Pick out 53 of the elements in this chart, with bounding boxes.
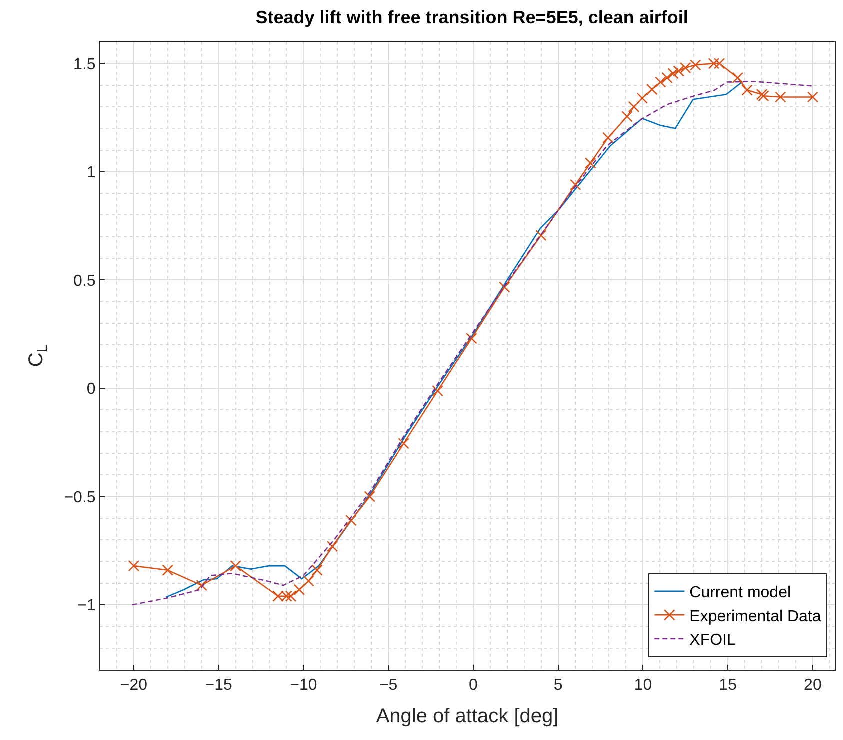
point <box>646 84 658 96</box>
point <box>742 84 753 96</box>
x-axis-title: Angle of attack [deg] <box>376 706 559 728</box>
point <box>346 514 357 526</box>
legend-label: Experimental Data <box>690 608 822 626</box>
point <box>714 58 726 70</box>
chart-title: Steady lift with free transition Re=5E5, clean airfoil <box>256 8 688 28</box>
point <box>499 282 510 293</box>
x-tick-label: −15 <box>205 677 232 694</box>
x-tick-label: 5 <box>554 677 563 694</box>
point <box>668 68 679 80</box>
point <box>230 560 242 572</box>
x-tick-label: 20 <box>804 677 822 694</box>
legend-label: Current model <box>690 584 792 602</box>
point <box>326 540 338 552</box>
x-tick-label: 10 <box>634 677 652 694</box>
x-tick-label: 0 <box>468 677 478 694</box>
point <box>622 111 633 122</box>
point <box>432 385 444 397</box>
point <box>162 564 174 576</box>
point <box>196 580 208 592</box>
y-tick-label: 1.5 <box>74 56 96 74</box>
point <box>662 72 673 84</box>
x-tick-label: −10 <box>290 677 318 694</box>
point <box>294 584 306 596</box>
point <box>398 438 410 450</box>
point <box>655 76 666 88</box>
point <box>570 179 582 191</box>
point <box>128 560 140 572</box>
point <box>312 564 323 576</box>
legend-label: XFOIL <box>690 632 736 650</box>
line-series <box>166 82 743 598</box>
y-tick-label: −1 <box>78 598 96 615</box>
point <box>673 66 684 77</box>
y-tick-label: −0.5 <box>64 489 96 506</box>
point <box>536 230 547 242</box>
y-tick-label: 0 <box>86 381 96 398</box>
point <box>732 72 744 84</box>
point <box>628 101 640 113</box>
point <box>584 158 596 169</box>
point <box>708 58 720 70</box>
point <box>636 92 648 104</box>
point <box>364 491 376 502</box>
point <box>807 92 819 103</box>
point <box>602 132 614 144</box>
x-tick-label: −20 <box>120 677 148 694</box>
point <box>303 576 314 587</box>
x-tick-label: 15 <box>719 677 738 694</box>
y-tick-label: 1 <box>86 164 96 182</box>
y-tick-label: 0.5 <box>74 272 96 290</box>
point <box>466 333 478 344</box>
point <box>775 92 786 103</box>
x-tick-label: −5 <box>379 677 398 694</box>
